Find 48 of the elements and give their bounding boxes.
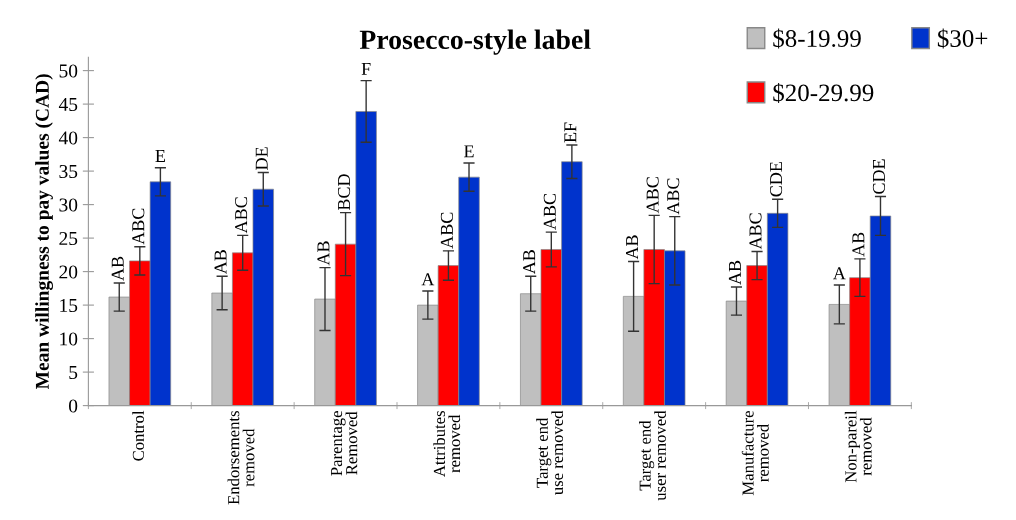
y-tick-label: 45 [58,98,78,112]
data-label: ABC [132,208,145,245]
legend-label: $20-29.99 [773,82,874,103]
data-label: AB [626,235,638,260]
x-tick-label: Target end use removed [536,410,564,495]
data-label: AB [317,241,330,266]
data-label: EF [564,122,577,143]
y-axis-title: Mean willingness to pay values (CAD) [35,74,53,390]
x-tick-label: Manufacture removed [741,411,769,496]
y-tick-label: 0 [68,399,78,413]
y-tick-label: 10 [60,332,78,346]
data-label: ABC [440,212,453,249]
y-tick-label: 40 [58,131,78,145]
data-label: AB [111,256,124,281]
x-tick-label: Endorsements removed [227,411,255,505]
y-tick-label: 5 [69,366,78,380]
x-tick-label: Attributes removed [433,411,461,477]
y-tick-label: 20 [59,265,78,279]
y-tick-label: 30 [59,198,78,212]
data-label: ABC [235,197,248,234]
data-label: AB [214,250,227,275]
data-label: E [464,145,474,158]
data-label: DE [255,147,268,170]
y-tick-label: 15 [60,299,78,313]
data-label: E [155,150,166,162]
legend-label: $8-19.99 [773,28,861,49]
x-tick-label: Non-pareil removed [844,410,872,483]
data-label: A [421,273,435,286]
data-label: ABC [646,177,659,214]
data-label: AB [728,260,741,285]
y-tick-label: 25 [59,231,78,246]
data-label: F [361,62,371,75]
y-tick-label: 50 [59,64,78,78]
data-label: CDE [872,159,886,194]
x-tick-label: Target end user removed [639,410,666,501]
x-tick-label: Parentage Removed [331,411,358,476]
data-label: A [833,267,846,280]
y-tick-label: 35 [59,164,78,179]
legend-label: $30+ [937,28,988,49]
data-label: ABC [667,178,680,215]
chart-title: Prosecco-style label [359,29,591,55]
data-label: CDE [770,162,783,197]
x-tick-label: Control [132,410,144,461]
data-label: ABC [749,213,762,250]
data-label: AB [852,232,865,257]
data-label: AB [523,250,536,275]
data-label: ABC [543,193,556,230]
data-label: BCD [337,174,351,211]
